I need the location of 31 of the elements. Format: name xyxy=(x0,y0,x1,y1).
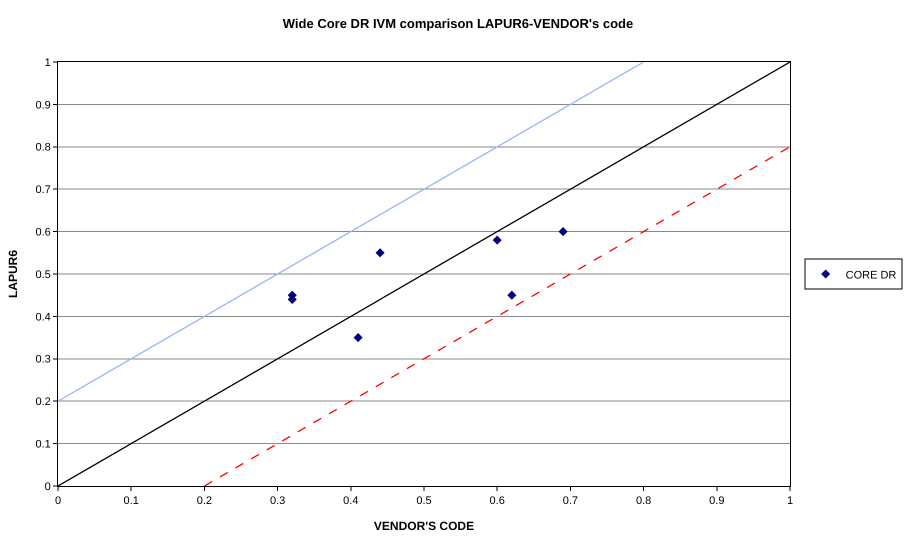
x-tick-label: 0.3 xyxy=(270,495,286,508)
x-tick-label: 0.1 xyxy=(124,495,139,508)
point xyxy=(354,333,363,342)
x-axis-title: VENDOR'S CODE xyxy=(374,519,474,534)
chart-title: Wide Core DR IVM comparison LAPUR6-VENDOR's code xyxy=(282,16,634,32)
y-tick-label: 0 xyxy=(44,480,51,493)
y-tick-label: 1 xyxy=(44,56,51,69)
y-tick-label: 0.6 xyxy=(36,226,51,238)
y-tick-label: 0.5 xyxy=(36,268,51,281)
x-tick-label: 0.8 xyxy=(636,495,652,508)
x-tick-label: 0.9 xyxy=(709,495,724,508)
x-tick-label: 0.7 xyxy=(562,495,578,508)
legend-label: CORE DR xyxy=(846,269,896,282)
y-tick-label: 0.3 xyxy=(36,354,51,366)
point xyxy=(492,236,502,245)
y-tick-label: 0.4 xyxy=(36,311,51,324)
y-tick-label: 0.8 xyxy=(36,142,51,154)
x-tick-label: 1 xyxy=(786,495,794,508)
point xyxy=(558,227,568,236)
point xyxy=(507,290,516,300)
x-tick-label: 0.5 xyxy=(416,495,432,508)
x-tick-label: 0 xyxy=(54,495,62,508)
y-tick-label: 0.1 xyxy=(36,438,51,450)
y-tick-label: 0.7 xyxy=(36,184,51,196)
y-axis-title: LAPUR6 xyxy=(6,250,20,298)
x-tick-label: 0.6 xyxy=(490,495,505,508)
y-tick-label: 0.9 xyxy=(36,99,51,112)
point xyxy=(376,248,385,258)
y-tick-label: 0.2 xyxy=(36,396,51,408)
x-tick-label: 0.4 xyxy=(343,495,358,508)
x-tick-label: 0.2 xyxy=(196,495,212,508)
